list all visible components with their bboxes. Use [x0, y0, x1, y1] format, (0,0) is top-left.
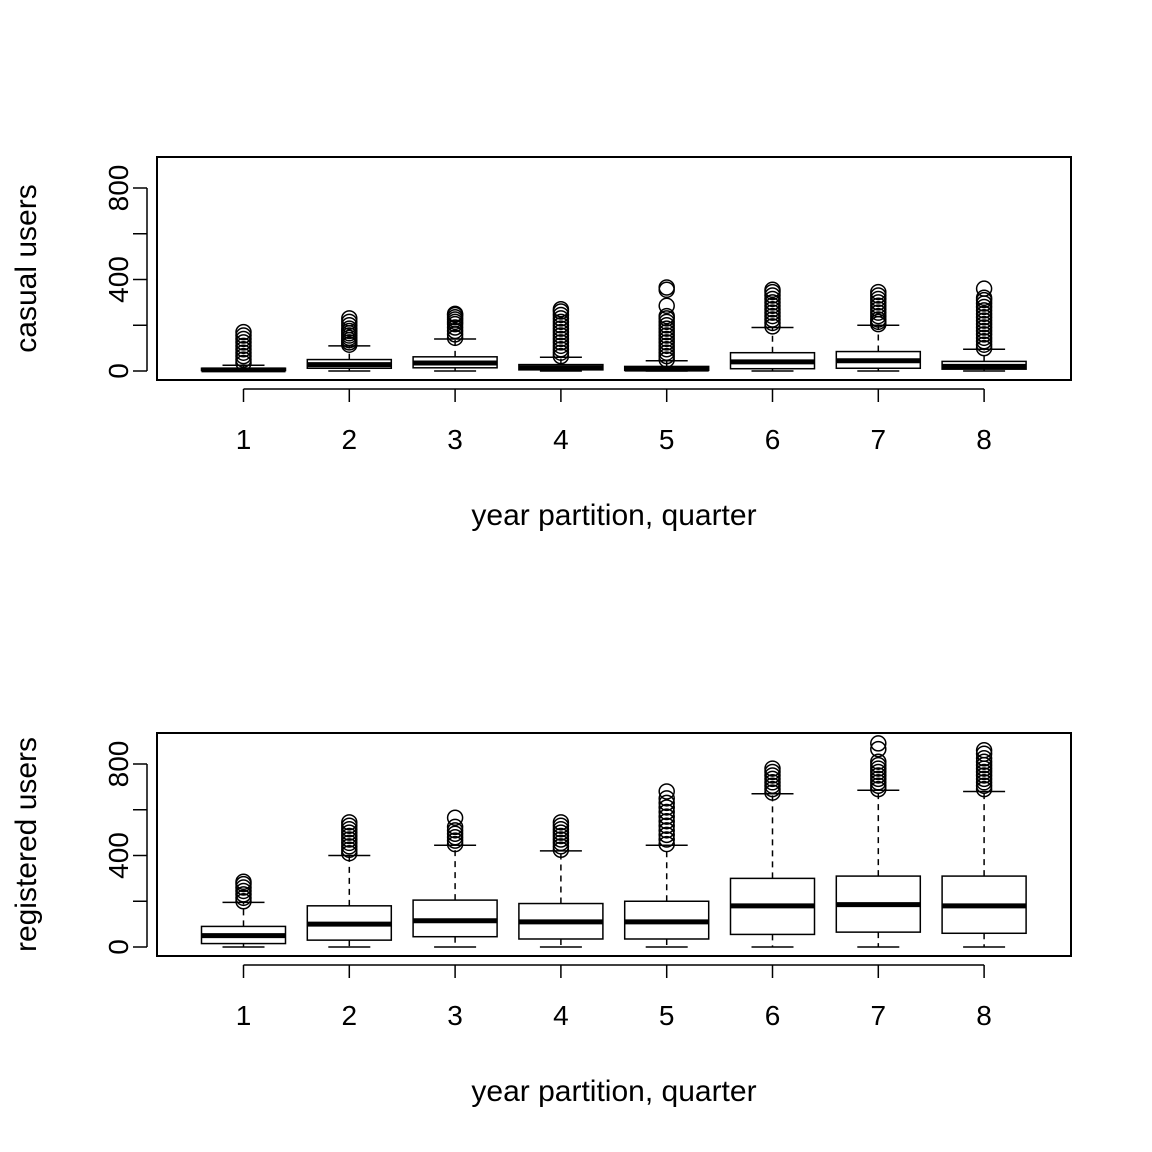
- outlier-point: [764, 760, 781, 777]
- outlier-point: [658, 831, 675, 848]
- y-tick-label: 800: [103, 165, 134, 212]
- x-tick-label: 1: [236, 424, 252, 455]
- outlier-point: [658, 783, 675, 800]
- outlier-point: [552, 300, 570, 318]
- outlier-point: [975, 289, 993, 307]
- box-2: [306, 310, 393, 372]
- y-tick-label: 0: [103, 363, 134, 379]
- plot-frame: [156, 156, 1072, 381]
- x-tick-label: 4: [553, 424, 569, 455]
- x-tick-label: 4: [553, 1000, 569, 1031]
- box-4: [518, 300, 604, 372]
- outlier-point: [341, 814, 358, 831]
- box-3: [412, 305, 498, 372]
- box-6: [729, 760, 816, 948]
- y-axis-title: casual users: [10, 184, 43, 352]
- outlier-point: [975, 742, 993, 759]
- outlier-point: [658, 817, 675, 835]
- plot-frame: [156, 732, 1072, 957]
- outlier-point: [870, 740, 887, 758]
- box-3: [412, 809, 498, 948]
- outlier-point: [235, 873, 252, 891]
- x-tick-label: 6: [765, 424, 781, 455]
- x-tick-label: 5: [659, 1000, 675, 1031]
- box-2: [306, 814, 393, 948]
- casual-users-panel: 0 400 800 1 2 3 4 5 6 7 8 year partition, quarter ca…: [10, 156, 1072, 532]
- outlier-point: [446, 818, 464, 836]
- x-tick-label: 6: [765, 1000, 781, 1031]
- outlier-point: [870, 283, 887, 301]
- outlier-point: [975, 750, 993, 767]
- outlier-point: [235, 323, 252, 341]
- x-tick-label: 5: [659, 424, 675, 455]
- y-tick-label: 400: [103, 256, 134, 303]
- outlier-point: [446, 809, 464, 827]
- x-tick-label: 7: [871, 1000, 887, 1031]
- outlier-point: [975, 280, 993, 297]
- outlier-point: [658, 794, 675, 812]
- registered-users-panel: 0 400 800 1 2 3 4 5 6 7 8 year partition, quarter re…: [10, 732, 1072, 1108]
- box-6: [729, 281, 816, 372]
- outlier-point: [446, 305, 464, 323]
- x-tick-label: 3: [447, 424, 463, 455]
- x-tick-label: 1: [236, 1000, 252, 1031]
- outlier-point: [658, 822, 675, 839]
- x-tick-label: 2: [342, 424, 358, 455]
- outlier-point: [552, 814, 570, 831]
- y-tick-label: 800: [103, 741, 134, 788]
- box-7: [835, 283, 922, 372]
- x-tick-label: 2: [342, 1000, 358, 1031]
- box-1: [200, 873, 287, 948]
- outlier-point: [658, 307, 675, 325]
- box-5: [623, 279, 710, 372]
- box-5: [623, 783, 710, 948]
- outlier-point: [870, 735, 887, 752]
- box-1: [200, 323, 287, 373]
- x-tick-label: 8: [976, 1000, 992, 1031]
- outlier-point: [658, 826, 675, 844]
- y-tick-label: 0: [103, 939, 134, 955]
- outlier-point: [658, 799, 675, 816]
- outlier-point: [658, 790, 675, 807]
- x-axis-title: year partition, quarter: [471, 1075, 756, 1108]
- outlier-point: [658, 835, 675, 853]
- outlier-point: [870, 753, 887, 770]
- box-8: [941, 742, 1027, 948]
- y-axis-title: registered users: [10, 737, 43, 952]
- outlier-point: [658, 803, 675, 821]
- box-7: [835, 735, 922, 948]
- outlier-point: [658, 808, 675, 825]
- y-tick-label: 400: [103, 832, 134, 879]
- outlier-point: [658, 297, 675, 315]
- box-4: [518, 814, 604, 948]
- x-axis-title: year partition, quarter: [471, 499, 756, 532]
- outlier-point: [764, 281, 781, 299]
- outlier-point: [658, 279, 675, 296]
- box-8: [941, 280, 1027, 372]
- x-tick-label: 8: [976, 424, 992, 455]
- outlier-point: [658, 812, 675, 830]
- x-tick-label: 3: [447, 1000, 463, 1031]
- outlier-point: [341, 310, 358, 327]
- x-tick-label: 7: [871, 424, 887, 455]
